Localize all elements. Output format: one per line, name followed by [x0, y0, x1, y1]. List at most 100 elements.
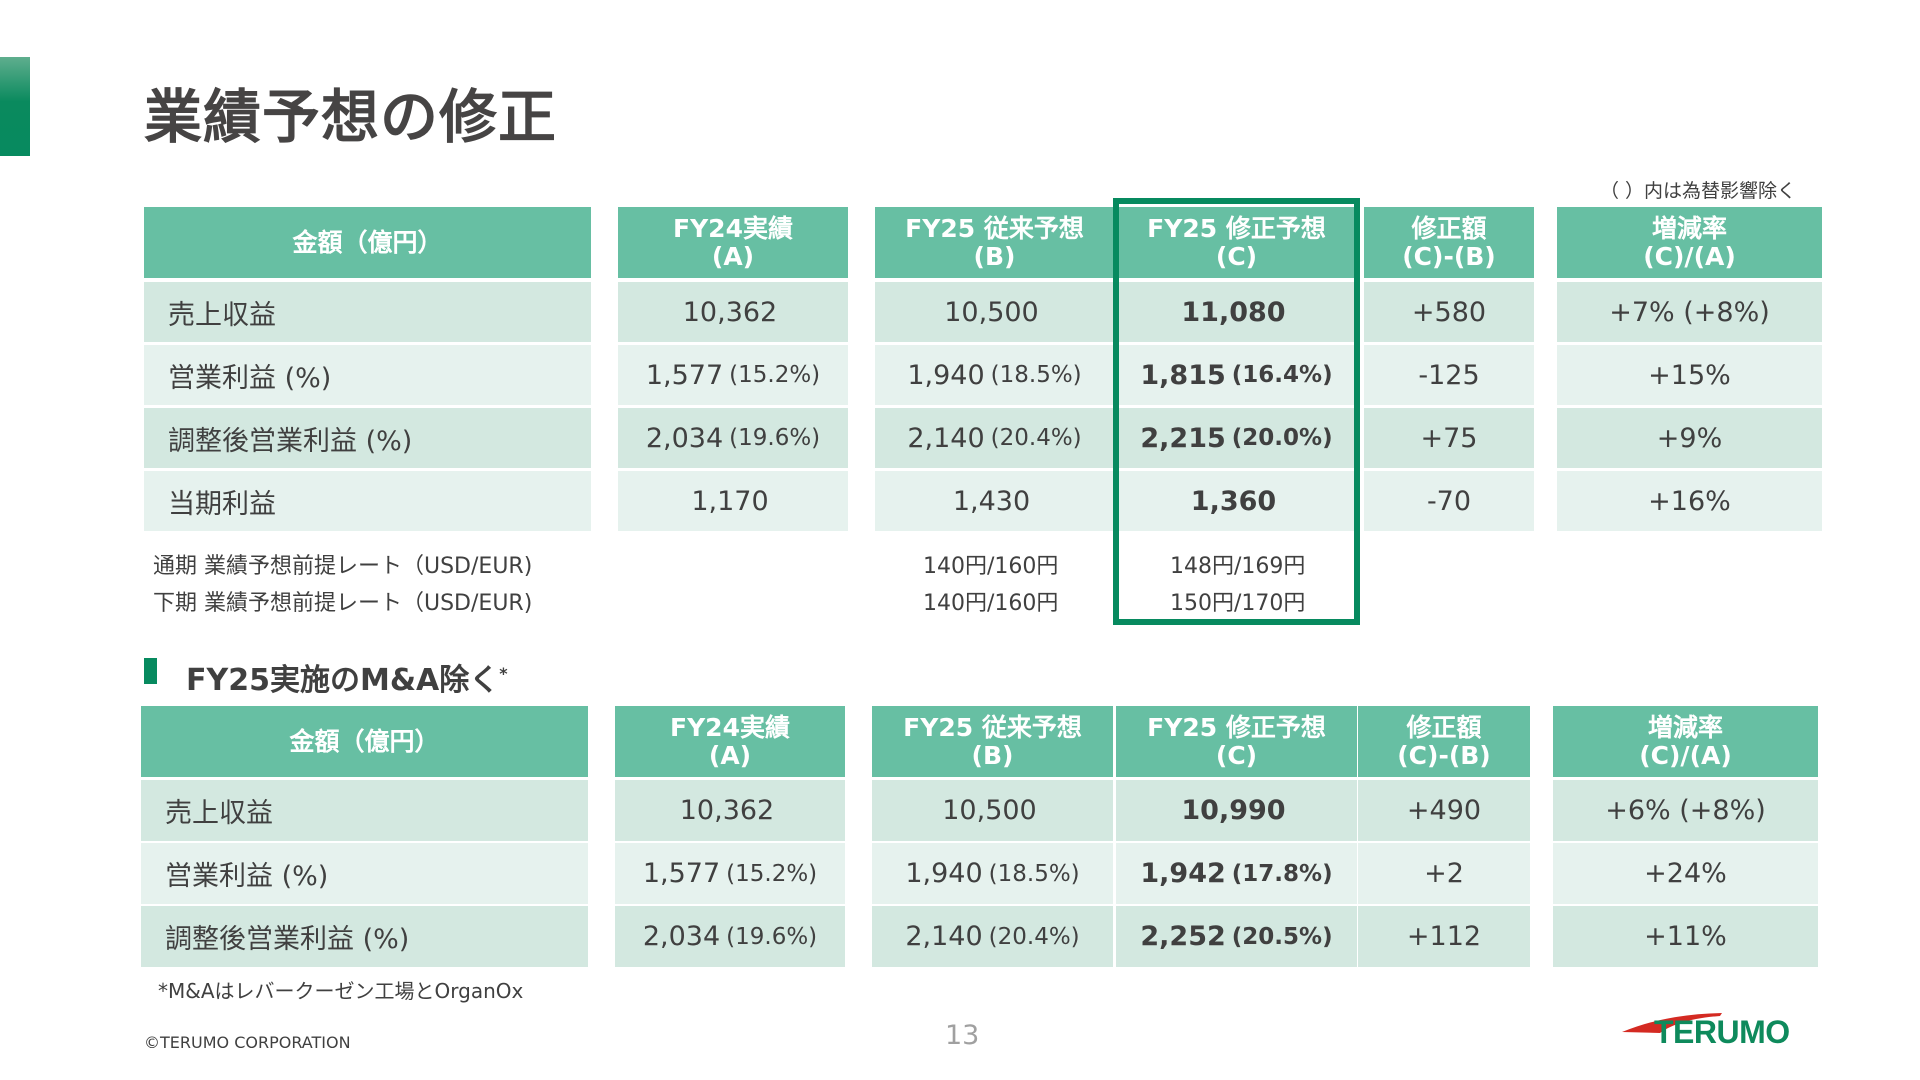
- value: 当期利益: [168, 488, 276, 520]
- cell-fy25-revised: 1,360: [1117, 471, 1356, 531]
- margin-pct: (20.5%): [1231, 923, 1333, 950]
- header-fy25-revised: FY25 修正予想 (C): [1117, 207, 1356, 278]
- header-line2: (C)-(B): [1402, 241, 1496, 271]
- value: 2,034: [645, 422, 724, 454]
- section-title-text: FY25実施のM&A除く: [186, 663, 500, 698]
- value: +490: [1406, 795, 1482, 826]
- cell-fy25-prior: 1,430: [875, 471, 1114, 531]
- value: 1,942: [1140, 858, 1226, 889]
- value: 10,362: [682, 296, 778, 328]
- header-fy25-revised: FY25 修正予想 (C): [1116, 706, 1357, 777]
- copyright: ©TERUMO CORPORATION: [144, 1033, 351, 1052]
- cell-fy24-actual: 10,362: [618, 282, 848, 342]
- value: 売上収益: [165, 798, 273, 829]
- header-line1: 修正額: [1406, 713, 1482, 742]
- header-change-rate: 増減率 (C)/(A): [1553, 706, 1818, 777]
- value: +580: [1411, 296, 1487, 328]
- header-line1: FY25 修正予想: [1147, 214, 1326, 243]
- header-line2: (B): [973, 241, 1016, 271]
- cell-revision-amount: -70: [1364, 471, 1534, 531]
- header-line2: (A): [711, 241, 755, 271]
- cell-change-rate: +11%: [1553, 906, 1818, 967]
- margin-pct: (19.6%): [726, 923, 818, 950]
- value: 10,990: [1181, 795, 1286, 826]
- cell-amount: 当期利益: [144, 471, 591, 531]
- section-marker: [144, 658, 157, 684]
- cell-fy25-revised: 11,080: [1117, 282, 1356, 342]
- header-line2: (C)-(B): [1397, 740, 1491, 770]
- value: 10,500: [942, 795, 1037, 826]
- margin-pct: (19.6%): [729, 425, 821, 451]
- header-line2: (C): [1215, 740, 1258, 770]
- value: 調整後営業利益 (%): [168, 425, 413, 457]
- value: 営業利益 (%): [165, 861, 329, 892]
- value: 1,577: [645, 359, 724, 391]
- value: 1,360: [1190, 485, 1277, 517]
- cell-change-rate: +16%: [1557, 471, 1822, 531]
- cell-fy25-prior: 10,500: [872, 780, 1113, 841]
- value: 2,252: [1140, 921, 1226, 952]
- cell-change-rate: +9%: [1557, 408, 1822, 468]
- margin-pct: (16.4%): [1231, 362, 1333, 388]
- cell-fy24-actual: 1,170: [618, 471, 848, 531]
- value: 10,362: [679, 795, 775, 826]
- margin-pct: (15.2%): [726, 860, 818, 887]
- margin-pct: (20.4%): [988, 923, 1080, 950]
- header-line1: 増減率: [1647, 713, 1723, 742]
- margin-pct: (17.8%): [1231, 860, 1333, 887]
- cell-change-rate: +6% (+8%): [1553, 780, 1818, 841]
- cell-fy24-actual: 2,034 (19.6%): [618, 408, 848, 468]
- header-line2: (C)/(A): [1639, 740, 1732, 770]
- cell-revision-amount: +112: [1358, 906, 1530, 967]
- value: 2,140: [905, 921, 983, 952]
- value: 売上収益: [168, 299, 276, 331]
- fx-note: （ ）内は為替影響除く: [1600, 180, 1797, 202]
- header-line1: 金額（億円）: [289, 726, 440, 756]
- cell-fy25-revised: 1,815 (16.4%): [1117, 345, 1356, 405]
- cell-revision-amount: -125: [1364, 345, 1534, 405]
- cell-revision-amount: +580: [1364, 282, 1534, 342]
- page-number: 13: [945, 1020, 980, 1051]
- value: +11%: [1644, 921, 1727, 952]
- terumo-logo: TERUMO: [1622, 1010, 1822, 1052]
- margin-pct: (20.0%): [1231, 425, 1333, 451]
- cell-fy24-actual: 10,362: [615, 780, 845, 841]
- header-line2: (C)/(A): [1643, 241, 1736, 271]
- logo-text: TERUMO: [1654, 1014, 1790, 1050]
- fx-rate-label: 通期 業績予想前提レート（USD/EUR): [153, 554, 533, 579]
- fx-rate-prior: 140円/160円: [923, 554, 1059, 579]
- header-line1: FY25 従来予想: [903, 713, 1082, 742]
- header-fy24-actual: FY24実績 (A): [615, 706, 845, 777]
- margin-pct: (20.4%): [990, 425, 1082, 451]
- header-line1: 増減率: [1651, 214, 1727, 243]
- header-line2: (C): [1215, 241, 1258, 271]
- header-line1: 修正額: [1411, 214, 1487, 243]
- cell-fy24-actual: 1,577 (15.2%): [618, 345, 848, 405]
- cell-revision-amount: +75: [1364, 408, 1534, 468]
- fx-rate-label: 下期 業績予想前提レート（USD/EUR): [153, 591, 533, 616]
- cell-amount: 営業利益 (%): [141, 843, 588, 904]
- cell-amount: 調整後営業利益 (%): [144, 408, 591, 468]
- cell-amount: 売上収益: [141, 780, 588, 841]
- value: 10,500: [944, 296, 1039, 328]
- cell-fy25-revised: 2,252 (20.5%): [1116, 906, 1357, 967]
- cell-fy25-revised: 2,215 (20.0%): [1117, 408, 1356, 468]
- cell-amount: 営業利益 (%): [144, 345, 591, 405]
- value: 11,080: [1181, 296, 1286, 328]
- cell-fy24-actual: 2,034 (19.6%): [615, 906, 845, 967]
- header-change-rate: 増減率 (C)/(A): [1557, 207, 1822, 278]
- margin-pct: (18.5%): [988, 860, 1080, 887]
- cell-change-rate: +7% (+8%): [1557, 282, 1822, 342]
- header-line1: FY25 修正予想: [1147, 713, 1326, 742]
- header-amount: 金額（億円）: [141, 706, 588, 777]
- footnote-mark: *: [499, 664, 508, 683]
- value: +16%: [1648, 485, 1731, 517]
- header-fy25-prior: FY25 従来予想 (B): [875, 207, 1114, 278]
- value: 2,140: [907, 422, 985, 454]
- header-line1: FY25 従来予想: [905, 214, 1084, 243]
- value: 1,815: [1140, 359, 1226, 391]
- margin-pct: (15.2%): [729, 362, 821, 388]
- header-line1: 金額（億円）: [292, 227, 443, 257]
- value: +2: [1424, 858, 1464, 889]
- title-accent-bar: [0, 57, 30, 156]
